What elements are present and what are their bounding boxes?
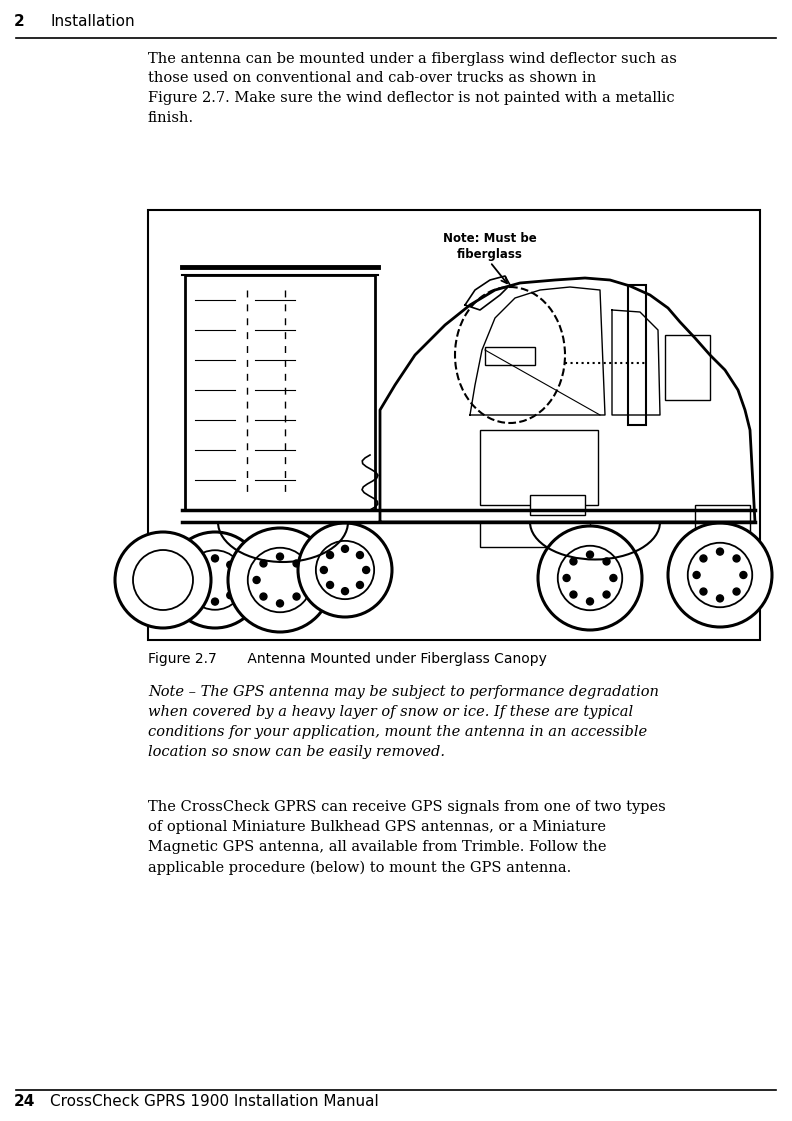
Circle shape (293, 560, 300, 567)
Bar (480, 430, 598, 504)
Text: The antenna can be mounted under a fiberglass wind deflector such as
those used : The antenna can be mounted under a fiber… (148, 52, 677, 124)
Text: The CrossCheck GPRS can receive GPS signals from one of two types
of optional Mi: The CrossCheck GPRS can receive GPS sign… (148, 800, 666, 874)
Circle shape (211, 555, 219, 562)
Circle shape (603, 558, 610, 565)
Ellipse shape (248, 548, 312, 612)
Circle shape (610, 574, 617, 582)
Circle shape (227, 562, 234, 568)
Bar (628, 285, 646, 425)
Circle shape (341, 545, 348, 553)
Ellipse shape (185, 550, 245, 610)
Circle shape (293, 593, 300, 600)
Bar (480, 522, 590, 547)
Text: CrossCheck GPRS 1900 Installation Manual: CrossCheck GPRS 1900 Installation Manual (50, 1094, 379, 1109)
Ellipse shape (687, 543, 752, 608)
Circle shape (740, 572, 747, 578)
Circle shape (587, 552, 593, 558)
Circle shape (700, 589, 707, 595)
Circle shape (227, 592, 234, 599)
Bar (695, 504, 750, 535)
Circle shape (356, 582, 364, 589)
Text: 24: 24 (14, 1094, 36, 1109)
Bar (530, 495, 585, 515)
Circle shape (700, 555, 707, 562)
Circle shape (326, 582, 333, 589)
Circle shape (570, 591, 577, 597)
Circle shape (341, 587, 348, 594)
Text: 2: 2 (14, 13, 25, 29)
Ellipse shape (133, 550, 193, 610)
Circle shape (190, 576, 197, 584)
Circle shape (363, 566, 370, 574)
Circle shape (276, 553, 284, 560)
Circle shape (276, 600, 284, 606)
Circle shape (320, 566, 327, 574)
Ellipse shape (298, 524, 392, 617)
Circle shape (300, 576, 307, 584)
Text: Note – The GPS antenna may be subject to performance degradation
when covered by: Note – The GPS antenna may be subject to… (148, 685, 659, 759)
Circle shape (733, 589, 740, 595)
Ellipse shape (228, 528, 332, 632)
Text: Note: Must be
fiberglass: Note: Must be fiberglass (444, 232, 537, 261)
Text: Installation: Installation (50, 13, 135, 29)
Circle shape (253, 576, 260, 584)
Circle shape (587, 597, 593, 605)
Circle shape (211, 599, 219, 605)
Circle shape (570, 558, 577, 565)
Bar (148, 210, 760, 640)
Ellipse shape (668, 524, 772, 627)
Circle shape (717, 548, 724, 555)
Bar (185, 275, 375, 510)
Circle shape (356, 552, 364, 558)
Circle shape (603, 591, 610, 597)
Ellipse shape (167, 532, 263, 628)
Circle shape (260, 560, 267, 567)
Circle shape (693, 572, 700, 578)
Ellipse shape (558, 546, 623, 610)
Circle shape (196, 562, 204, 568)
Text: Figure 2.7       Antenna Mounted under Fiberglass Canopy: Figure 2.7 Antenna Mounted under Fibergl… (148, 652, 546, 666)
Ellipse shape (316, 540, 374, 599)
Circle shape (260, 593, 267, 600)
Bar (485, 348, 535, 365)
Circle shape (326, 552, 333, 558)
Circle shape (733, 555, 740, 562)
Bar (665, 335, 710, 400)
Circle shape (717, 595, 724, 602)
Ellipse shape (115, 532, 211, 628)
Circle shape (196, 592, 204, 599)
Circle shape (233, 576, 240, 584)
Ellipse shape (455, 287, 565, 423)
Ellipse shape (538, 526, 642, 630)
Circle shape (563, 574, 570, 582)
